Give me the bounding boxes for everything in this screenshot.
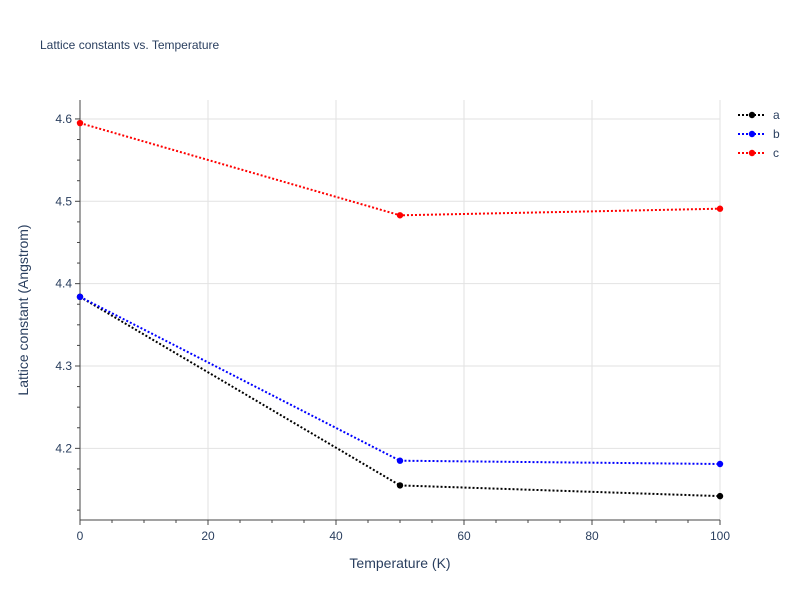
- data-point-c[interactable]: [76, 119, 84, 127]
- y-axis-label: Lattice constant (Angstrom): [15, 224, 31, 395]
- data-point-b[interactable]: [76, 293, 84, 301]
- data-point-a[interactable]: [716, 492, 724, 500]
- x-tick-label: 60: [457, 529, 471, 543]
- axes: [79, 100, 720, 521]
- data-point-b[interactable]: [716, 460, 724, 468]
- legend-label: c: [773, 146, 779, 160]
- legend-item-c[interactable]: c: [738, 146, 779, 160]
- x-tick-label: 40: [329, 529, 343, 543]
- y-ticks: 4.2 4.3 4.4 4.5 4.6: [55, 112, 80, 511]
- y-tick-label: 4.2: [55, 441, 72, 455]
- legend[interactable]: abc: [738, 108, 780, 160]
- x-axis-label: Temperature (K): [349, 555, 450, 571]
- legend-marker-icon: [748, 149, 756, 157]
- x-tick-label: 20: [201, 529, 215, 543]
- x-tick-label: 0: [77, 529, 84, 543]
- data-point-c[interactable]: [396, 212, 404, 219]
- legend-label: a: [773, 108, 780, 122]
- x-tick-label: 80: [585, 529, 599, 543]
- y-tick-label: 4.5: [55, 194, 72, 208]
- series-line-a: [79, 295, 721, 498]
- legend-item-b[interactable]: b: [738, 127, 780, 141]
- data-point-c[interactable]: [716, 205, 724, 212]
- series-line-b: [79, 295, 721, 465]
- chart-title: Lattice constants vs. Temperature: [40, 38, 220, 52]
- y-tick-label: 4.4: [55, 277, 72, 291]
- legend-label: b: [773, 127, 780, 141]
- y-tick-label: 4.3: [55, 359, 72, 373]
- data-point-b[interactable]: [396, 457, 404, 464]
- legend-marker-icon: [748, 111, 756, 119]
- data-point-a[interactable]: [396, 482, 404, 489]
- legend-item-a[interactable]: a: [738, 108, 780, 122]
- legend-marker-icon: [748, 130, 756, 138]
- x-ticks: 0 20 40 60 80 100: [77, 520, 730, 543]
- y-tick-label: 4.6: [55, 112, 72, 126]
- series-group: [76, 119, 724, 500]
- grid-lines: [80, 100, 721, 520]
- x-tick-label: 100: [710, 529, 730, 543]
